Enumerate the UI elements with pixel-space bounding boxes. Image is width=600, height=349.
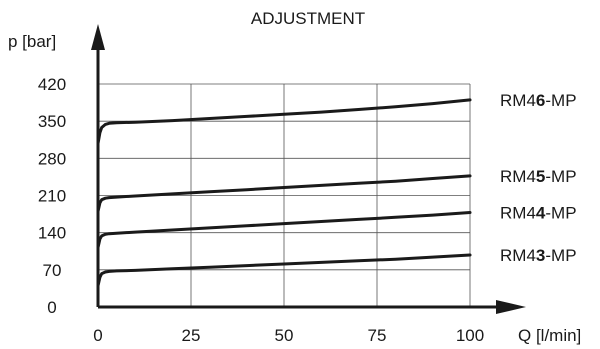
series-line-RM44-MP — [96, 211, 472, 249]
series-label-part: -MP — [545, 203, 576, 222]
series-label-part: -MP — [545, 246, 576, 265]
chart-title: ADJUSTMENT — [251, 9, 365, 28]
series-label-part: RM4 — [500, 246, 536, 265]
series-line-RM45-MP — [96, 174, 472, 213]
x-tick-label-50: 50 — [275, 326, 294, 345]
y-tick-label-210: 210 — [38, 187, 66, 206]
series-label-part: RM4 — [500, 91, 536, 110]
y-tick-label-350: 350 — [38, 112, 66, 131]
series-line-RM43-MP — [96, 253, 472, 288]
x-tick-label-0: 0 — [93, 326, 102, 345]
tick-labels: 0 70 140 210 280 350 420 0 25 50 75 100 — [38, 75, 484, 345]
x-tick-label-100: 100 — [456, 326, 484, 345]
axes — [91, 24, 526, 314]
x-axis-title: Q [l/min] — [518, 326, 581, 345]
series-label-part: 4 — [536, 203, 546, 222]
series-label-part: 6 — [536, 91, 545, 110]
y-tick-label-420: 420 — [38, 75, 66, 94]
series-label-part: -MP — [545, 91, 576, 110]
series-label-RM46-MP: RM46-MP — [500, 91, 577, 110]
series-line-RM46-MP — [96, 98, 472, 145]
series-label-RM45-MP: RM45-MP — [500, 167, 577, 186]
series-label-RM43-MP: RM43-MP — [500, 246, 577, 265]
series-label-part: -MP — [545, 167, 576, 186]
series-label-RM44-MP: RM44-MP — [500, 203, 577, 222]
y-tick-label-280: 280 — [38, 149, 66, 168]
series-lines — [96, 98, 472, 288]
series-label-part: 5 — [536, 167, 545, 186]
y-axis-title: p [bar] — [8, 32, 56, 51]
series-label-part: 3 — [536, 246, 545, 265]
series-label-part: RM4 — [500, 203, 536, 222]
x-tick-label-75: 75 — [368, 326, 387, 345]
y-tick-label-70: 70 — [43, 261, 62, 280]
x-tick-label-25: 25 — [182, 326, 201, 345]
y-tick-label-0: 0 — [47, 298, 56, 317]
x-axis-arrow — [496, 300, 526, 314]
y-tick-label-140: 140 — [38, 224, 66, 243]
y-axis-arrow — [91, 24, 105, 50]
series-label-part: RM4 — [500, 167, 536, 186]
